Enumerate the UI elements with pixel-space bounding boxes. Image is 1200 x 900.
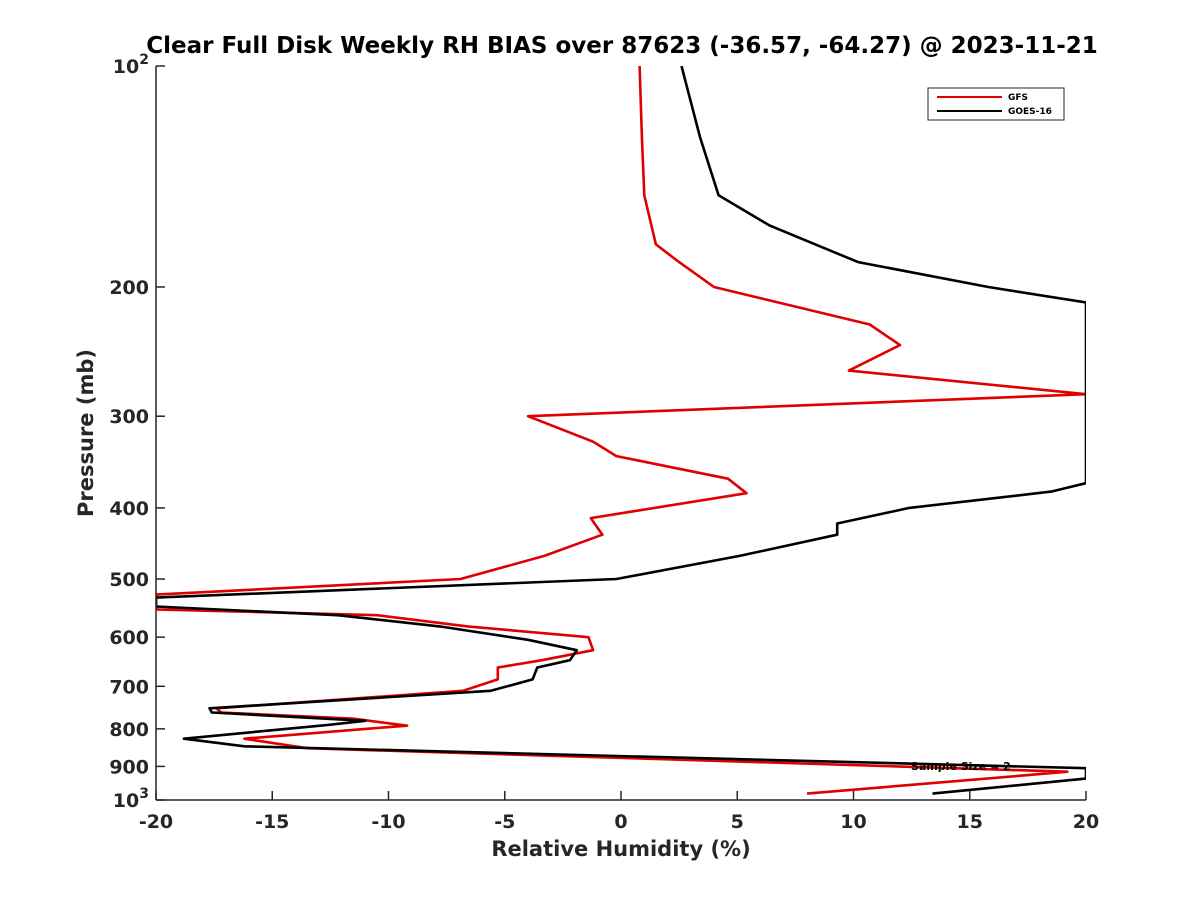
sample-size-annotation: Sample Size = 2 [911, 760, 1011, 773]
x-tick-label: 5 [731, 811, 744, 833]
x-tick-label: 0 [614, 811, 627, 833]
y-tick-label: 900 [109, 756, 149, 778]
y-tick-label: 700 [109, 676, 149, 698]
chart-title: Clear Full Disk Weekly RH BIAS over 8762… [146, 33, 1098, 59]
legend-goes16-label: GOES-16 [1008, 107, 1052, 117]
y-tick-label: 400 [109, 498, 149, 520]
x-tick-label: 15 [957, 811, 983, 833]
plot-area [156, 66, 1086, 800]
y-tick-label: 103 [113, 786, 149, 812]
y-tick-label: 500 [109, 569, 149, 591]
legend: GFS GOES-16 [927, 87, 1065, 121]
x-tick-label: -15 [255, 811, 289, 833]
x-axis-label: Relative Humidity (%) [491, 837, 750, 861]
series-line-goes16 [156, 66, 1086, 795]
y-tick-label: 600 [109, 627, 149, 649]
y-axis-label: Pressure (mb) [74, 349, 98, 517]
y-tick-label: 200 [109, 277, 149, 299]
x-tick-label: -5 [494, 811, 515, 833]
legend-gfs-label: GFS [1008, 93, 1028, 103]
y-ticks: 102 200 300 400 500 600 700 800 900 103 [109, 52, 165, 812]
y-tick-label: 102 [113, 52, 149, 78]
series-line-gfs [156, 66, 1086, 795]
legend-box [927, 87, 1065, 121]
x-tick-label: -10 [371, 811, 405, 833]
series-layer [156, 66, 1086, 795]
y-tick-label: 800 [109, 719, 149, 741]
y-tick-label: 300 [109, 406, 149, 428]
axes-layer [155, 66, 1086, 801]
x-tick-label: 10 [840, 811, 866, 833]
x-tick-label: 20 [1073, 811, 1099, 833]
x-ticks: -20 -15 -10 -5 0 5 10 15 20 [139, 791, 1099, 833]
x-tick-label: -20 [139, 811, 173, 833]
